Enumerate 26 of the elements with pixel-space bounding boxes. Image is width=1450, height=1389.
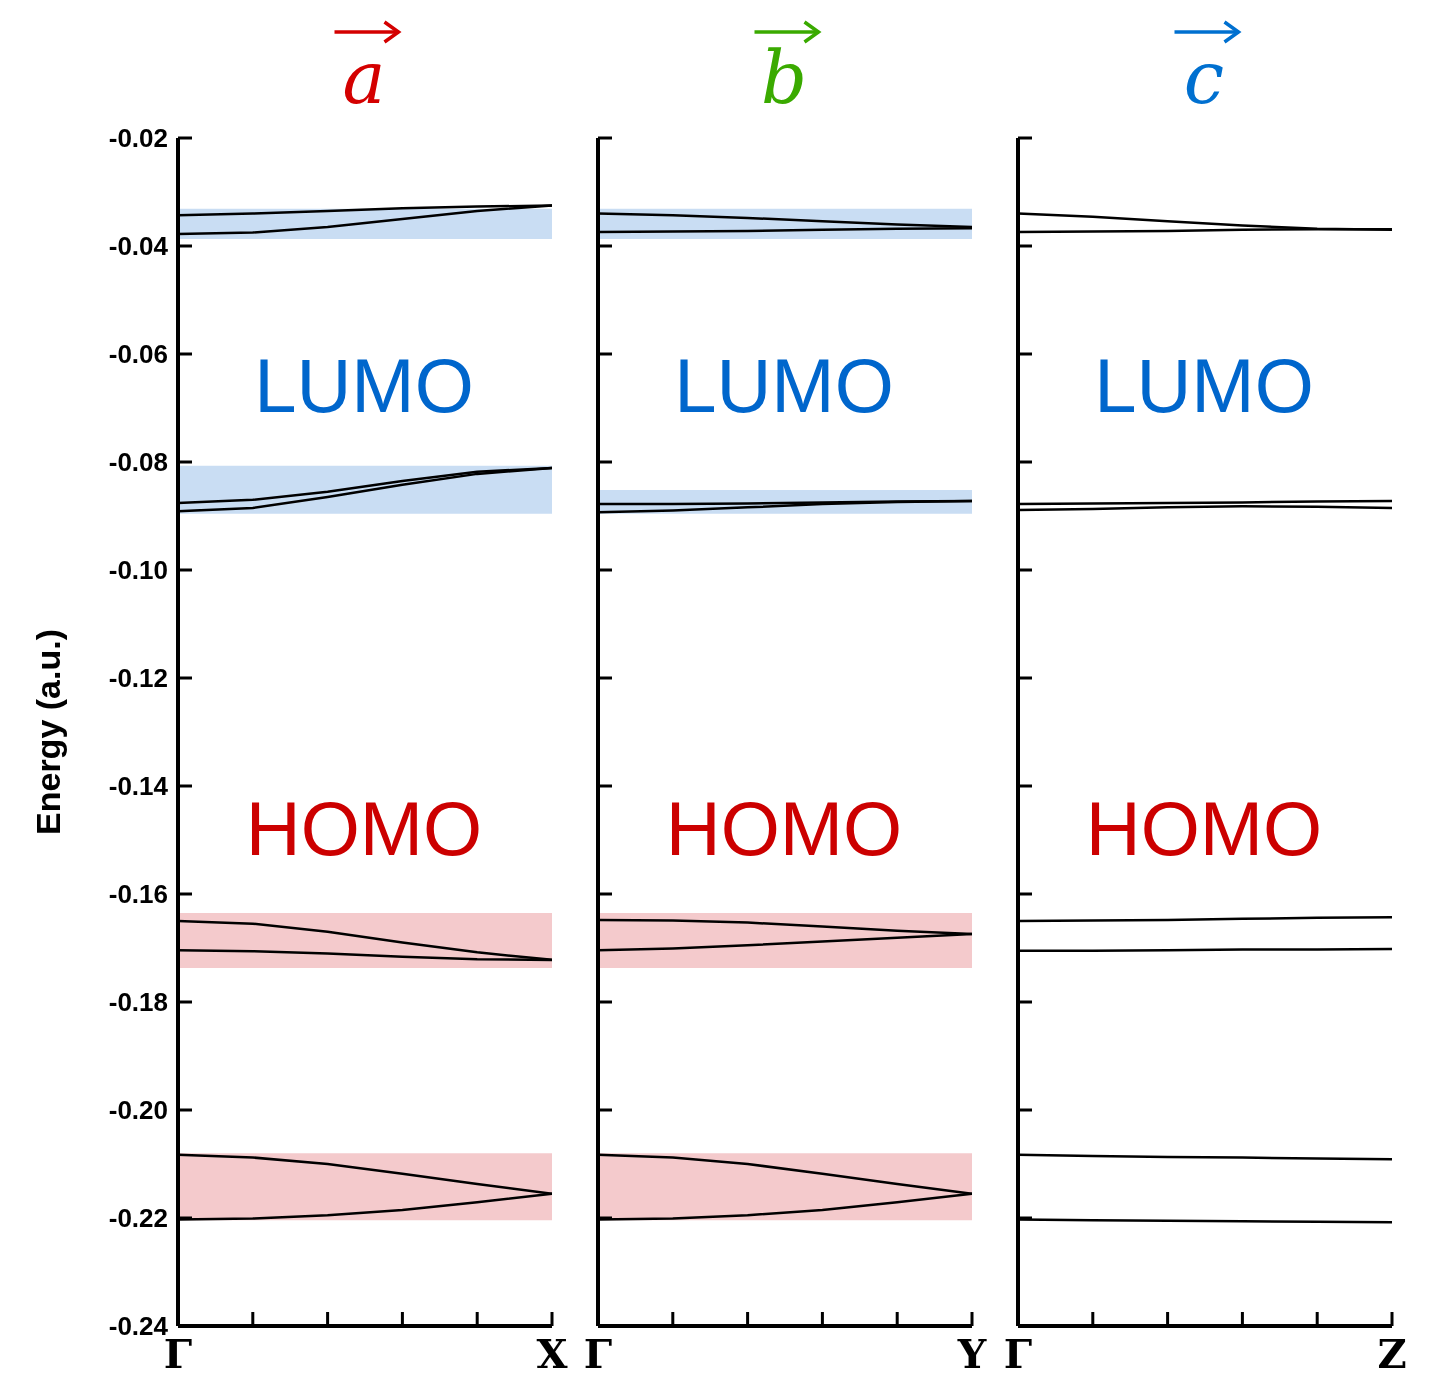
y-tick-label: -0.10: [108, 555, 168, 585]
annotation: LUMO: [1093, 342, 1315, 431]
y-tick-label: -0.06: [108, 339, 168, 369]
y-axis-title: Energy (a.u.): [28, 629, 68, 835]
y-tick-label: -0.04: [108, 231, 169, 261]
annotation: HOMO: [664, 785, 904, 874]
x-tick-label: Γ: [1003, 1330, 1033, 1377]
x-tick-label: Γ: [583, 1330, 613, 1377]
y-tick-label: -0.18: [108, 987, 168, 1017]
annotation: LUMO: [673, 342, 895, 431]
x-tick-label: Z: [1377, 1330, 1407, 1377]
chart-title: b: [760, 36, 808, 120]
y-tick-label: -0.20: [108, 1095, 168, 1125]
y-tick-label: -0.22: [108, 1203, 168, 1233]
chart-title: c: [1183, 36, 1225, 120]
y-tick-label: -0.02: [108, 123, 168, 153]
y-tick-label: -0.16: [108, 879, 168, 909]
annotation: HOMO: [244, 785, 484, 874]
x-tick-label: Y: [956, 1330, 987, 1377]
annotation: HOMO: [1084, 785, 1324, 874]
x-tick-label: X: [536, 1330, 568, 1377]
y-tick-label: -0.08: [108, 447, 168, 477]
y-tick-label: -0.12: [108, 663, 168, 693]
y-tick-label: -0.14: [108, 771, 169, 801]
annotation: LUMO: [253, 342, 475, 431]
chart-title: a: [342, 36, 386, 120]
